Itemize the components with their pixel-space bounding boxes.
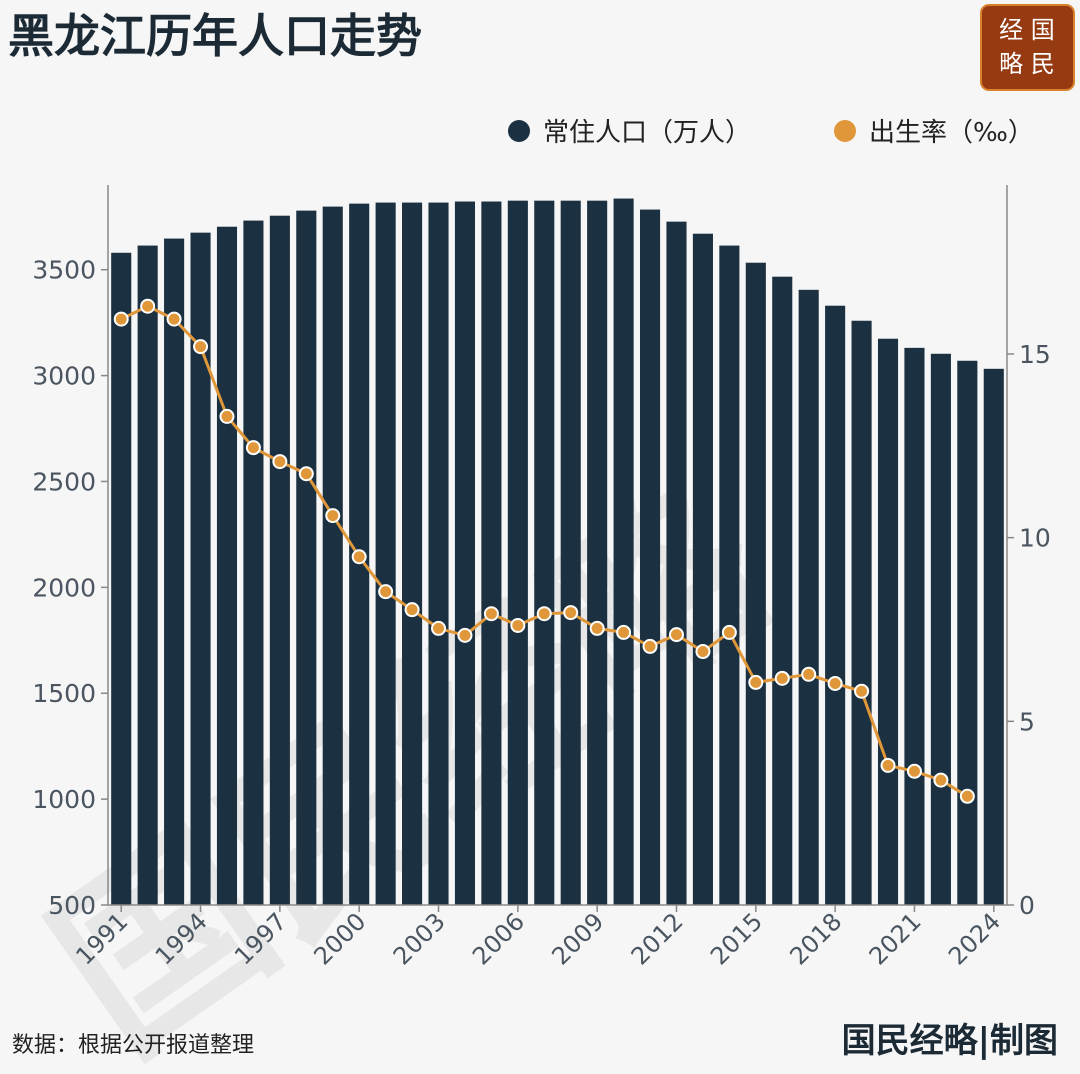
bar <box>930 353 951 905</box>
point <box>325 508 341 524</box>
point <box>431 620 447 636</box>
y-tick-label: 3500 <box>32 256 96 285</box>
x-tick-label: 2006 <box>467 907 530 970</box>
bar <box>296 210 317 905</box>
point <box>404 602 420 618</box>
chart-title: 黑龙江历年人口走势 <box>8 9 422 63</box>
y2-tick-label: 0 <box>1019 891 1035 920</box>
bar <box>534 200 555 905</box>
legend-label: 常住人口（万人） <box>543 118 751 148</box>
bar <box>454 201 476 906</box>
x-tick-label: 2009 <box>546 907 609 970</box>
bar <box>692 233 713 906</box>
x-tick-label: 2024 <box>943 907 1006 970</box>
x-tick-label: 2015 <box>705 907 768 970</box>
logo-text: 经 国 <box>999 16 1055 44</box>
x-tick-label: 2018 <box>784 907 847 970</box>
bar <box>269 215 290 906</box>
bar <box>507 200 528 905</box>
point <box>563 605 579 621</box>
x-tick-label: 2021 <box>864 907 927 970</box>
point <box>536 606 552 622</box>
point <box>827 675 843 691</box>
x-tick-label: 2012 <box>626 907 689 970</box>
y2-tick-label: 10 <box>1019 524 1051 553</box>
point <box>880 757 896 773</box>
y-tick-label: 1500 <box>32 679 96 708</box>
point <box>642 638 658 654</box>
y2-tick-label: 5 <box>1019 707 1035 736</box>
logo-box <box>980 4 1075 91</box>
bar <box>666 221 687 905</box>
bar <box>111 252 132 905</box>
point <box>748 674 764 690</box>
point <box>219 408 235 424</box>
bar <box>904 347 925 905</box>
point <box>378 584 394 600</box>
bar <box>402 202 423 905</box>
legend-marker <box>834 120 856 142</box>
point <box>245 440 261 456</box>
credit: 国民经略|制图 <box>842 1021 1058 1061</box>
point <box>721 624 737 640</box>
point <box>140 298 156 314</box>
bar <box>322 206 343 906</box>
bar <box>587 200 608 905</box>
y-tick-label: 500 <box>48 891 96 920</box>
point <box>457 627 473 643</box>
y2-tick-label: 15 <box>1019 340 1051 369</box>
bar <box>719 245 740 906</box>
point <box>113 311 129 327</box>
bar <box>851 320 872 905</box>
point <box>906 763 922 779</box>
bar <box>613 198 634 905</box>
point <box>774 670 790 686</box>
point <box>801 666 817 682</box>
point <box>193 339 209 355</box>
bar <box>745 262 766 905</box>
bar <box>481 201 502 906</box>
point <box>589 620 605 636</box>
point <box>166 311 182 327</box>
point <box>298 466 314 482</box>
y-tick-label: 2500 <box>32 467 96 496</box>
bar <box>190 232 211 905</box>
point <box>272 454 288 470</box>
point <box>695 644 711 660</box>
bar <box>137 245 158 906</box>
point <box>854 683 870 699</box>
logo-text: 略 民 <box>999 50 1055 78</box>
point <box>510 617 526 633</box>
point <box>351 549 367 565</box>
bar <box>825 305 846 905</box>
bar <box>243 220 264 905</box>
point <box>616 624 632 640</box>
bar <box>375 202 396 905</box>
legend-marker <box>508 120 530 142</box>
point <box>668 627 684 643</box>
bar <box>428 202 449 905</box>
point <box>959 788 975 804</box>
bar <box>216 226 238 905</box>
bar <box>560 200 581 905</box>
bar <box>772 276 793 906</box>
bar <box>798 289 819 906</box>
y-tick-label: 2000 <box>32 573 96 602</box>
bar <box>639 209 661 906</box>
bar <box>877 338 899 905</box>
source: 数据：根据公开报道整理 <box>12 1033 254 1058</box>
y-tick-label: 3000 <box>32 362 96 391</box>
y-tick-label: 1000 <box>32 785 96 814</box>
bar <box>164 238 185 905</box>
bar <box>983 368 1004 905</box>
point <box>483 606 499 622</box>
point <box>933 772 949 788</box>
bar <box>957 360 978 905</box>
legend-label: 出生率（‰） <box>869 118 1034 148</box>
